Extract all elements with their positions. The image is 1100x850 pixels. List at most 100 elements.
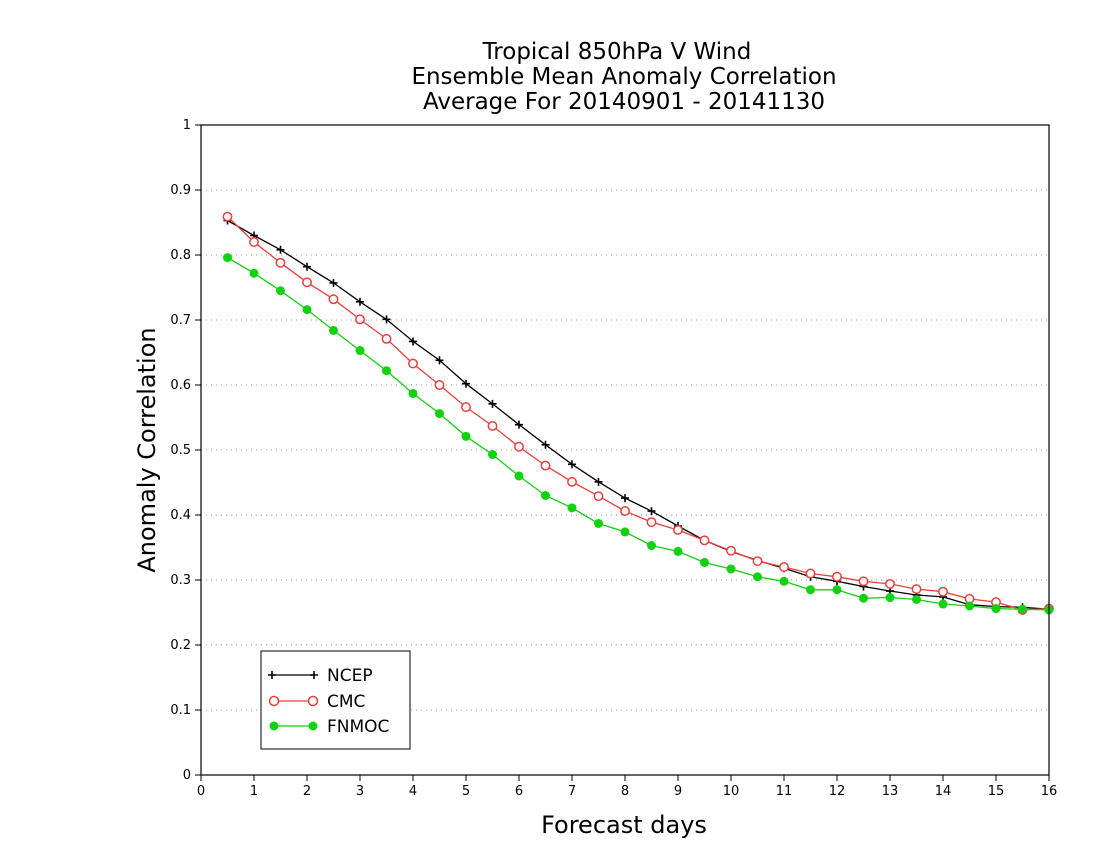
data-point-ncep bbox=[462, 379, 470, 388]
data-point-ncep bbox=[541, 440, 550, 449]
data-point-cmc bbox=[355, 314, 365, 325]
data-point-ncep bbox=[276, 245, 285, 254]
data-point-fnmoc bbox=[567, 503, 577, 513]
data-point-cmc bbox=[911, 584, 922, 595]
data-point-fnmoc bbox=[461, 431, 471, 441]
data-point-fnmoc bbox=[700, 557, 709, 567]
data-point-fnmoc bbox=[753, 572, 762, 582]
y-tick-label: 0.7 bbox=[170, 313, 191, 328]
data-point-fnmoc bbox=[726, 564, 736, 574]
data-point-cmc bbox=[514, 441, 524, 452]
data-point-cmc bbox=[726, 545, 736, 556]
data-point-fnmoc bbox=[779, 576, 789, 586]
x-tick-label: 15 bbox=[988, 784, 1005, 799]
data-point-cmc bbox=[434, 380, 445, 390]
data-point-cmc bbox=[540, 460, 551, 471]
data-point-fnmoc bbox=[1018, 604, 1027, 614]
data-point-cmc bbox=[487, 421, 498, 431]
data-point-ncep bbox=[568, 460, 576, 469]
data-point-ncep bbox=[435, 356, 444, 365]
x-tick-label: 4 bbox=[409, 784, 417, 799]
data-point-cmc bbox=[408, 358, 418, 369]
data-point-cmc bbox=[699, 535, 710, 546]
x-tick-label: 3 bbox=[356, 784, 364, 799]
data-point-cmc bbox=[222, 211, 233, 222]
data-point-fnmoc bbox=[991, 604, 1001, 614]
y-tick-label: 0.6 bbox=[170, 378, 191, 393]
legend-label-cmc: CMC bbox=[327, 692, 365, 712]
x-tick-label: 9 bbox=[674, 784, 682, 799]
plot-series bbox=[222, 211, 1054, 615]
y-tick-label: 1 bbox=[183, 118, 191, 133]
data-point-cmc bbox=[885, 578, 895, 589]
data-point-fnmoc bbox=[249, 268, 259, 278]
chart-title-line-3: Average For 20140901 - 20141130 bbox=[423, 89, 825, 115]
data-point-ncep bbox=[488, 399, 497, 408]
data-point-ncep bbox=[515, 420, 523, 429]
legend: NCEP CMC FNMOC bbox=[260, 650, 411, 750]
x-tick-label: 0 bbox=[197, 784, 205, 799]
chart-title-line-2: Ensemble Mean Anomaly Correlation bbox=[411, 64, 836, 90]
data-point-ncep bbox=[647, 507, 656, 516]
data-point-cmc bbox=[567, 476, 577, 487]
y-tick-label: 0.8 bbox=[170, 248, 191, 263]
data-point-cmc bbox=[858, 576, 869, 587]
data-point-fnmoc bbox=[673, 546, 683, 556]
x-tick-label: 11 bbox=[776, 784, 793, 799]
x-tick-label: 16 bbox=[1041, 784, 1058, 799]
data-point-cmc bbox=[646, 517, 657, 528]
data-point-fnmoc bbox=[382, 366, 391, 376]
series-line-ncep bbox=[227, 220, 1050, 610]
data-point-fnmoc bbox=[541, 491, 550, 500]
data-point-fnmoc bbox=[408, 388, 418, 398]
x-tick-label: 12 bbox=[829, 784, 846, 799]
data-point-ncep bbox=[356, 297, 364, 306]
y-axis-label: Anomaly Correlation bbox=[133, 327, 161, 572]
chart-title: Tropical 850hPa V Wind Ensemble Mean Ano… bbox=[411, 39, 836, 115]
data-point-cmc bbox=[461, 402, 471, 413]
x-tick-label: 8 bbox=[621, 784, 629, 799]
data-point-fnmoc bbox=[885, 593, 895, 603]
data-point-fnmoc bbox=[329, 325, 338, 335]
data-point-fnmoc bbox=[647, 541, 656, 551]
x-tick-label: 10 bbox=[723, 784, 740, 799]
data-point-cmc bbox=[275, 257, 286, 268]
data-point-ncep bbox=[621, 494, 629, 503]
x-tick-label: 13 bbox=[882, 784, 899, 799]
legend-marker-fnmoc-right bbox=[308, 721, 318, 731]
data-point-cmc bbox=[832, 571, 842, 582]
data-point-ncep bbox=[409, 337, 417, 346]
data-point-cmc bbox=[938, 586, 948, 597]
legend-marker-cmc-left bbox=[268, 695, 280, 707]
data-point-fnmoc bbox=[620, 527, 630, 537]
x-tick-label: 6 bbox=[515, 784, 523, 799]
data-point-fnmoc bbox=[806, 585, 815, 595]
data-point-cmc bbox=[381, 333, 392, 344]
y-tick-label: 0.9 bbox=[170, 183, 191, 198]
legend-marker-ncep-left bbox=[268, 671, 276, 679]
legend-box bbox=[260, 650, 411, 750]
x-tick-label: 14 bbox=[935, 784, 952, 799]
chart-title-line-1: Tropical 850hPa V Wind bbox=[482, 39, 752, 65]
data-point-ncep bbox=[303, 262, 311, 271]
y-tick-label: 0.4 bbox=[170, 508, 191, 523]
data-point-ncep bbox=[329, 278, 338, 287]
data-point-cmc bbox=[593, 491, 604, 502]
x-axis-label: Forecast days bbox=[541, 811, 707, 839]
y-tick-label: 0.2 bbox=[170, 638, 191, 653]
y-tick-label: 0.3 bbox=[170, 573, 191, 588]
data-point-fnmoc bbox=[832, 585, 842, 595]
data-point-fnmoc bbox=[435, 409, 444, 419]
data-point-fnmoc bbox=[276, 286, 285, 296]
data-point-fnmoc bbox=[355, 346, 365, 356]
data-point-cmc bbox=[779, 562, 789, 572]
x-tick-label: 1 bbox=[250, 784, 258, 799]
data-point-cmc bbox=[805, 568, 816, 579]
data-point-fnmoc bbox=[859, 593, 868, 603]
data-point-cmc bbox=[249, 237, 259, 247]
data-point-fnmoc bbox=[514, 471, 524, 481]
data-point-cmc bbox=[328, 294, 339, 305]
legend-label-fnmoc: FNMOC bbox=[327, 717, 389, 737]
